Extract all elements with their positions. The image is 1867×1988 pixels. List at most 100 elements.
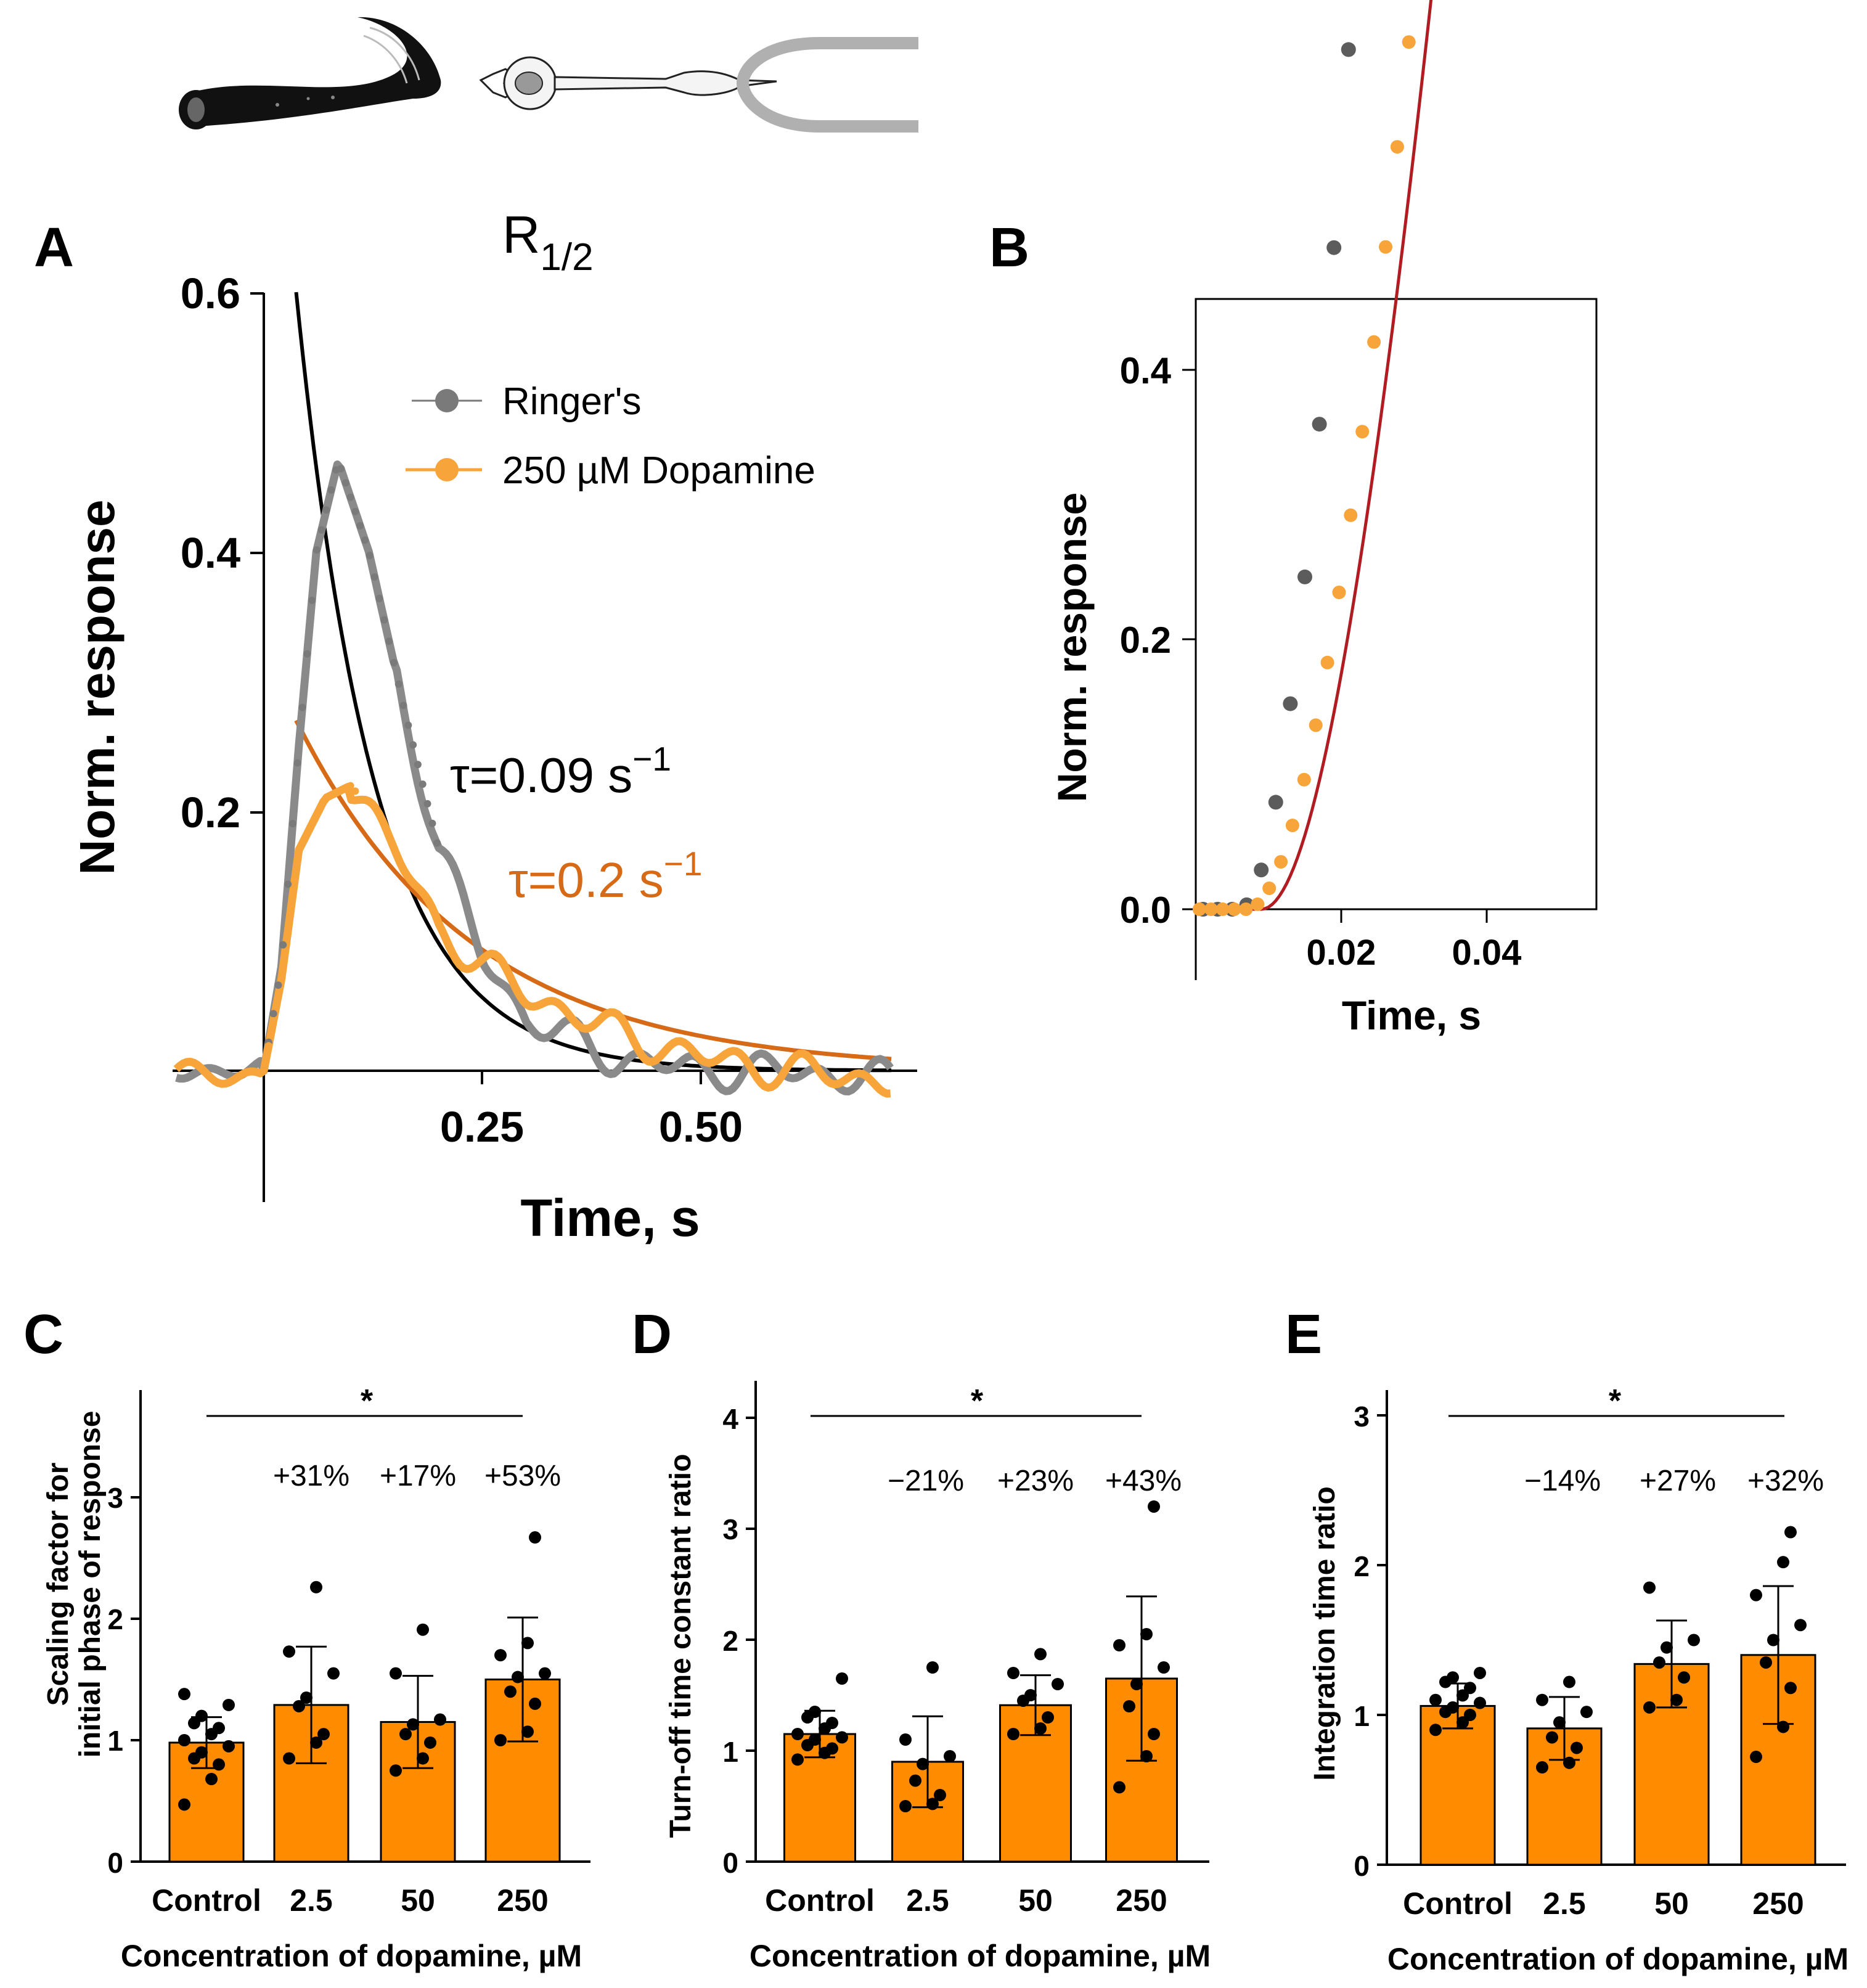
- panel-d: Turn-off time constant ratio Concentrati…: [664, 1381, 1211, 1973]
- data-point: [195, 1709, 208, 1722]
- dopamine-point: [298, 839, 306, 847]
- data-point: [1447, 1671, 1459, 1684]
- ringer-point: [1326, 240, 1342, 255]
- data-point: [1563, 1756, 1575, 1769]
- data-point: [826, 1742, 838, 1755]
- ringer-point: [375, 594, 383, 602]
- dopamine-point: [1332, 586, 1346, 599]
- tick-label-a-y-0.4: 0.4: [181, 529, 240, 577]
- data-point: [1760, 1656, 1772, 1669]
- data-point: [213, 1758, 225, 1771]
- series-ringer-rising-points: [260, 465, 441, 1074]
- panel-d-y-label: Turn-off time constant ratio: [664, 1454, 697, 1838]
- ringer-point: [1312, 417, 1327, 432]
- data-point: [926, 1661, 939, 1674]
- panel-c-cat-control: Control: [152, 1883, 261, 1918]
- ringer-point: [313, 546, 321, 554]
- panel-d-ytick-0: 0: [722, 1847, 738, 1879]
- data-point: [1456, 1716, 1469, 1729]
- dopamine-point: [1204, 902, 1218, 916]
- ringer-point: [419, 780, 427, 788]
- dopamine-point: [1390, 140, 1404, 154]
- ringer-point: [1254, 862, 1269, 878]
- data-point: [1794, 1619, 1807, 1632]
- panel-e-cat-250: 250: [1752, 1886, 1804, 1921]
- data-point: [417, 1623, 429, 1636]
- panel-d-pct-250: +43%: [1105, 1465, 1182, 1497]
- data-point: [836, 1731, 848, 1744]
- data-point: [1007, 1667, 1019, 1679]
- panel-e-pct-250: +32%: [1747, 1465, 1824, 1497]
- series-ringer-points: [1195, 42, 1356, 917]
- ringer-point: [356, 522, 364, 530]
- panel-c-y-label-line1: Scaling factor for: [42, 1463, 75, 1706]
- ringer-point: [361, 536, 369, 544]
- data-point: [417, 1752, 429, 1765]
- ringer-point: [293, 759, 301, 767]
- data-point: [1447, 1701, 1459, 1714]
- data-point: [1670, 1693, 1683, 1706]
- ringer-point: [308, 596, 316, 604]
- ringer-point: [428, 819, 436, 827]
- data-point: [521, 1725, 534, 1738]
- panel-d-x-label: Concentration of dopamine, µM: [750, 1939, 1211, 1973]
- panel-label-e: E: [1285, 1304, 1322, 1365]
- dopamine-point: [346, 782, 354, 790]
- panel-d-pct-2.5: −21%: [888, 1465, 964, 1497]
- dopamine-point: [1344, 508, 1358, 522]
- data-point: [909, 1774, 921, 1787]
- ringer-point: [317, 526, 325, 534]
- data-point: [1034, 1722, 1047, 1735]
- data-point: [494, 1649, 507, 1662]
- data-point: [1536, 1761, 1548, 1774]
- dopamine-point: [351, 787, 359, 795]
- dopamine-point: [1355, 425, 1370, 439]
- data-point: [539, 1667, 551, 1680]
- series-ringer-trace: [175, 460, 894, 1095]
- data-point: [809, 1733, 821, 1746]
- dopamine-point: [1297, 772, 1311, 787]
- fit-curve-model: [1196, 0, 1433, 911]
- data-point: [195, 1746, 208, 1759]
- ringer-point: [394, 680, 402, 688]
- data-point: [1553, 1716, 1566, 1729]
- dopamine-point: [303, 830, 311, 838]
- panel-d-ytick-2: 2: [722, 1625, 738, 1657]
- dopamine-point: [1309, 718, 1323, 732]
- data-point: [390, 1764, 402, 1777]
- ringer-point: [274, 981, 282, 989]
- dopamine-point: [1285, 819, 1299, 832]
- data-point: [327, 1667, 340, 1680]
- ringer-point: [380, 616, 388, 624]
- data-point: [1643, 1581, 1656, 1594]
- dopamine-point: [313, 811, 321, 819]
- panel-c-ytick-0: 0: [107, 1847, 123, 1879]
- data-point: [283, 1645, 295, 1658]
- panel-label-a: A: [34, 217, 74, 279]
- panel-e-ytick-1: 1: [1354, 1700, 1370, 1732]
- panel-c-pct-50: +17%: [380, 1460, 456, 1492]
- tick-label-a-x-0.25: 0.25: [440, 1103, 524, 1151]
- panel-e-pct-2.5: −14%: [1524, 1465, 1601, 1497]
- panel-a-x-label: Time, s: [520, 1189, 700, 1248]
- dopamine-point: [269, 1017, 277, 1025]
- data-point: [283, 1752, 295, 1765]
- data-point: [899, 1800, 912, 1812]
- data-point: [1042, 1711, 1054, 1724]
- panel-e-x-label: Concentration of dopamine, µM: [1387, 1942, 1849, 1976]
- panel-a-legend: Ringer's 250 µM Dopamine: [406, 380, 815, 492]
- data-point: [399, 1728, 412, 1741]
- data-point: [791, 1753, 804, 1766]
- ringer-point: [1341, 42, 1356, 57]
- data-point: [529, 1697, 541, 1710]
- data-point: [926, 1798, 939, 1810]
- data-point: [1777, 1720, 1789, 1733]
- data-point: [1563, 1675, 1575, 1688]
- panel-c-ytick-1: 1: [107, 1725, 123, 1757]
- data-point: [317, 1728, 330, 1741]
- data-point: [1546, 1731, 1558, 1744]
- panel-c-significance: *: [361, 1383, 374, 1419]
- ringer-point: [414, 761, 422, 769]
- data-point: [1661, 1641, 1673, 1654]
- panel-b-x-label: Time, s: [1342, 992, 1481, 1038]
